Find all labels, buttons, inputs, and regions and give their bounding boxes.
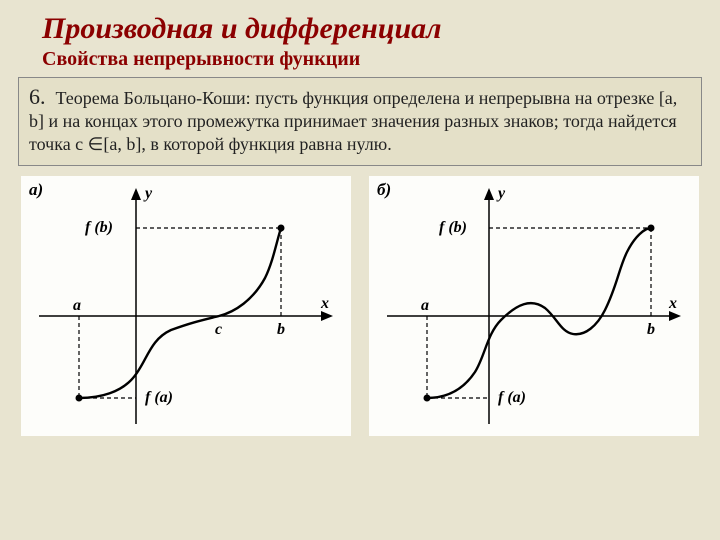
lbl-c: c (215, 321, 222, 338)
x-axis-arrow (321, 311, 333, 321)
charts-row: а) y x a c b f (b) f (a) б) (12, 176, 708, 436)
lbl-a: a (421, 297, 429, 314)
page-title: Производная и дифференциал (0, 0, 720, 48)
chart-b-panel-label: б) (377, 180, 391, 200)
lbl-b: b (277, 321, 285, 338)
curve-b (427, 228, 651, 398)
lbl-x: x (668, 295, 677, 312)
curve-a (79, 228, 281, 398)
theorem-text: Теорема Больцано-Коши: пусть функция опр… (29, 88, 677, 154)
chart-b: б) y x a b f (b) f (a) (369, 176, 699, 436)
chart-a: а) y x a c b f (b) f (a) (21, 176, 351, 436)
page-subtitle: Свойства непрерывности функции (0, 48, 720, 77)
pt-a-start (76, 395, 83, 402)
pt-b-start (424, 395, 431, 402)
pt-a-end (278, 225, 285, 232)
lbl-fa: f (a) (498, 389, 526, 406)
pt-b-end (648, 225, 655, 232)
y-axis-arrow (484, 188, 494, 200)
lbl-b: b (647, 321, 655, 338)
x-axis-arrow (669, 311, 681, 321)
y-axis-arrow (131, 188, 141, 200)
lbl-a: a (73, 297, 81, 314)
lbl-fb: f (b) (439, 219, 467, 236)
lbl-y: y (143, 185, 153, 202)
chart-a-panel-label: а) (29, 180, 43, 200)
lbl-x: x (320, 295, 329, 312)
lbl-fa: f (a) (145, 389, 173, 406)
lbl-fb: f (b) (85, 219, 113, 236)
lbl-y: y (496, 185, 506, 202)
theorem-number: 6. (29, 84, 46, 109)
theorem-box: 6. Теорема Больцано-Коши: пусть функция … (18, 77, 702, 166)
